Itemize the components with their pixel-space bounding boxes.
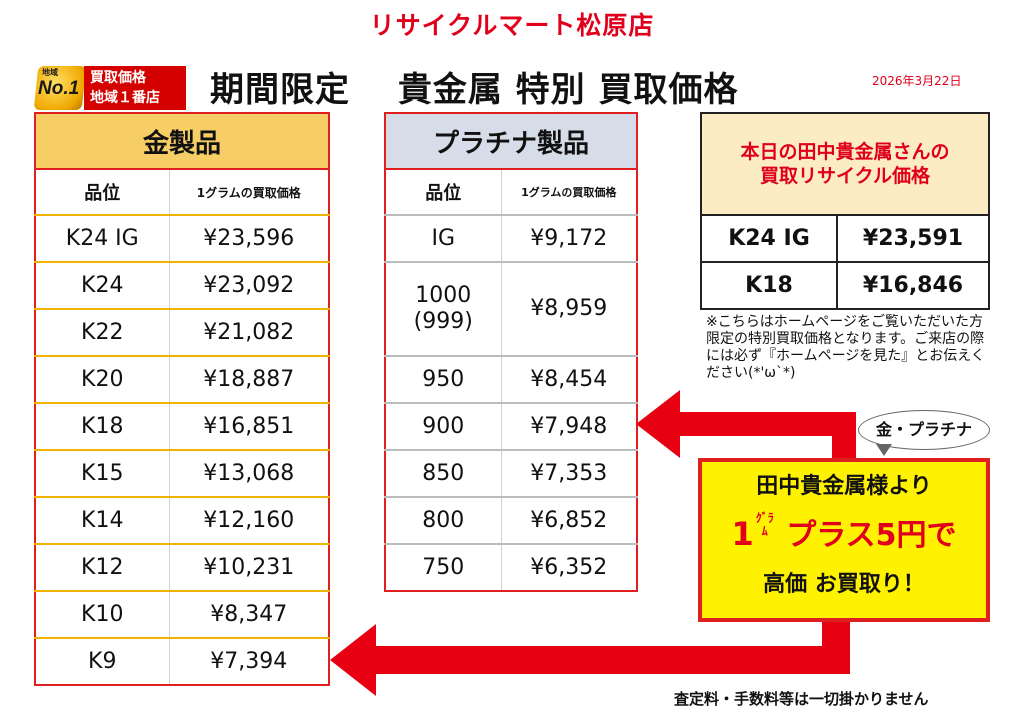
speech-bubble-tail (876, 444, 892, 456)
badge-line2: 地域１番店 (90, 90, 160, 106)
price-cell: ¥13,068 (168, 450, 330, 498)
grade-cell: K18 (35, 403, 169, 451)
grade-cell: 900 (385, 403, 501, 451)
reference-price-table: 本日の田中貴金属さんの 買取リサイクル価格 K24 IG ¥23,591 K18 ¥1… (700, 112, 991, 310)
platinum-col-price: 1グラムの買取価格 (500, 169, 638, 216)
price-cell: ¥6,352 (500, 544, 638, 591)
promo-plus-text: プラス5円で (786, 518, 957, 553)
price-cell: ¥9,172 (500, 215, 638, 263)
gold-col-grade: 品位 (35, 169, 169, 216)
price-cell: ¥12,160 (168, 497, 330, 545)
table-row: IG ¥9,172 (385, 215, 638, 263)
price-cell: ¥8,347 (168, 591, 330, 639)
badge-no1-text: No.1 (38, 78, 80, 99)
table-row: K24 IG ¥23,596 (35, 215, 330, 263)
table-row: 900 ¥7,948 (385, 403, 638, 451)
badge-caption: 買取価格 地域１番店 (84, 66, 186, 110)
store-title: リサイクルマート松原店 (369, 11, 655, 40)
table-row: K18 ¥16,851 (35, 403, 330, 451)
reference-table-title: 本日の田中貴金属さんの 買取リサイクル価格 (701, 113, 990, 216)
gold-price-table: 金製品 品位 1グラムの買取価格 K24 IG ¥23,596 K24 ¥23,09… (34, 112, 331, 686)
gram-unit-top: ｸﾞﾗ (755, 511, 774, 525)
grade-cell: K12 (35, 544, 169, 592)
platinum-table-title: プラチナ製品 (385, 113, 638, 170)
price-cell: ¥16,851 (168, 403, 330, 451)
gold-arrow (330, 618, 850, 696)
table-row: K14 ¥12,160 (35, 497, 330, 545)
table-row: 750 ¥6,352 (385, 544, 638, 591)
platinum-arrow (636, 390, 856, 466)
grade-line: 1000 (415, 283, 472, 308)
grade-cell: K18 (745, 273, 793, 298)
table-row: K10 ¥8,347 (35, 591, 330, 639)
table-row: K18 ¥16,846 (701, 262, 990, 309)
table-row: K9 ¥7,394 (35, 638, 330, 685)
price-cell: ¥23,591 (835, 215, 990, 263)
grade-cell: K14 (35, 497, 169, 545)
grade-cell: K24 IG (35, 215, 169, 263)
promo-number: 1 (731, 515, 754, 553)
grade-cell: K15 (35, 450, 169, 498)
grade-line-sub: (999) (413, 309, 473, 334)
badge-region: 地域 (42, 68, 58, 77)
price-cell: ¥8,454 (500, 356, 638, 404)
reference-title-line1: 本日の田中貴金属さんの (740, 141, 950, 163)
table-row: K20 ¥18,887 (35, 356, 330, 404)
no1-badge: 地域 No.1 買取価格 地域１番店 (33, 64, 186, 110)
price-cell: ¥21,082 (168, 309, 330, 357)
grade-cell: K20 (35, 356, 169, 404)
table-row: 850 ¥7,353 (385, 450, 638, 498)
price-cell: ¥23,092 (168, 262, 330, 310)
gram-unit-bottom: ﾑ (761, 524, 768, 538)
promo-gram-unit: ｸﾞﾗﾑ (754, 512, 776, 538)
price-cell: ¥16,846 (835, 262, 990, 309)
table-row: 800 ¥6,852 (385, 497, 638, 545)
table-row: K24 IG ¥23,591 (701, 215, 990, 263)
grade-cell: 750 (422, 555, 465, 580)
table-row: K12 ¥10,231 (35, 544, 330, 592)
promo-box: 田中貴金属様より 1 ｸﾞﾗﾑ プラス5円で 高価 お買取り！ (698, 458, 990, 622)
table-row: 950 ¥8,454 (385, 356, 638, 404)
platinum-price-table: プラチナ製品 品位 1グラムの買取価格 IG ¥9,172 1000 (999) ¥… (384, 112, 639, 592)
price-cell: ¥7,353 (500, 450, 638, 498)
footer-note: 査定料・手数料等は一切掛かりません (674, 690, 929, 708)
table-row: K24 ¥23,092 (35, 262, 330, 310)
grade-cell: K22 (35, 309, 169, 357)
price-cell: ¥7,394 (168, 638, 330, 685)
speech-bubble: 金・プラチナ (858, 410, 990, 450)
table-row: K22 ¥21,082 (35, 309, 330, 357)
gold-table-title: 金製品 (35, 113, 330, 170)
page-heading: 期間限定 貴金属 特別 買取価格 (210, 70, 739, 110)
promo-line3: 高価 お買取り！ (763, 572, 925, 597)
price-cell: ¥10,231 (168, 544, 330, 592)
grade-cell: K24 IG (701, 215, 837, 263)
grade-cell: K9 (88, 649, 117, 674)
grade-cell: K24 (35, 262, 169, 310)
price-cell: ¥18,887 (168, 356, 330, 404)
grade-cell: 850 (385, 450, 501, 498)
platinum-col-grade: 品位 (385, 169, 501, 216)
promo-line1: 田中貴金属様より (756, 474, 932, 499)
price-cell: ¥23,596 (168, 215, 330, 263)
price-cell: ¥8,959 (500, 262, 638, 357)
grade-cell: 800 (385, 497, 501, 545)
grade-cell: K10 (35, 591, 169, 639)
reference-title-line2: 買取リサイクル価格 (759, 165, 931, 187)
price-cell: ¥7,948 (500, 403, 638, 451)
promo-line2: 1 ｸﾞﾗﾑ プラス5円で (702, 510, 986, 554)
grade-cell: IG (385, 215, 501, 263)
price-cell: ¥6,852 (500, 497, 638, 545)
badge-line1: 買取価格 (90, 70, 146, 86)
special-price-note: ※こちらはホームページをご覧いただいた方限定の特別買取価格となります。ご来店の際… (706, 314, 985, 381)
gold-col-price: 1グラムの買取価格 (168, 169, 330, 216)
grade-cell: 1000 (999) (385, 262, 501, 357)
table-row: 1000 (999) ¥8,959 (385, 262, 638, 357)
table-row: K15 ¥13,068 (35, 450, 330, 498)
date-label: 2026年3月22日 (872, 74, 962, 88)
grade-cell: 950 (385, 356, 501, 404)
